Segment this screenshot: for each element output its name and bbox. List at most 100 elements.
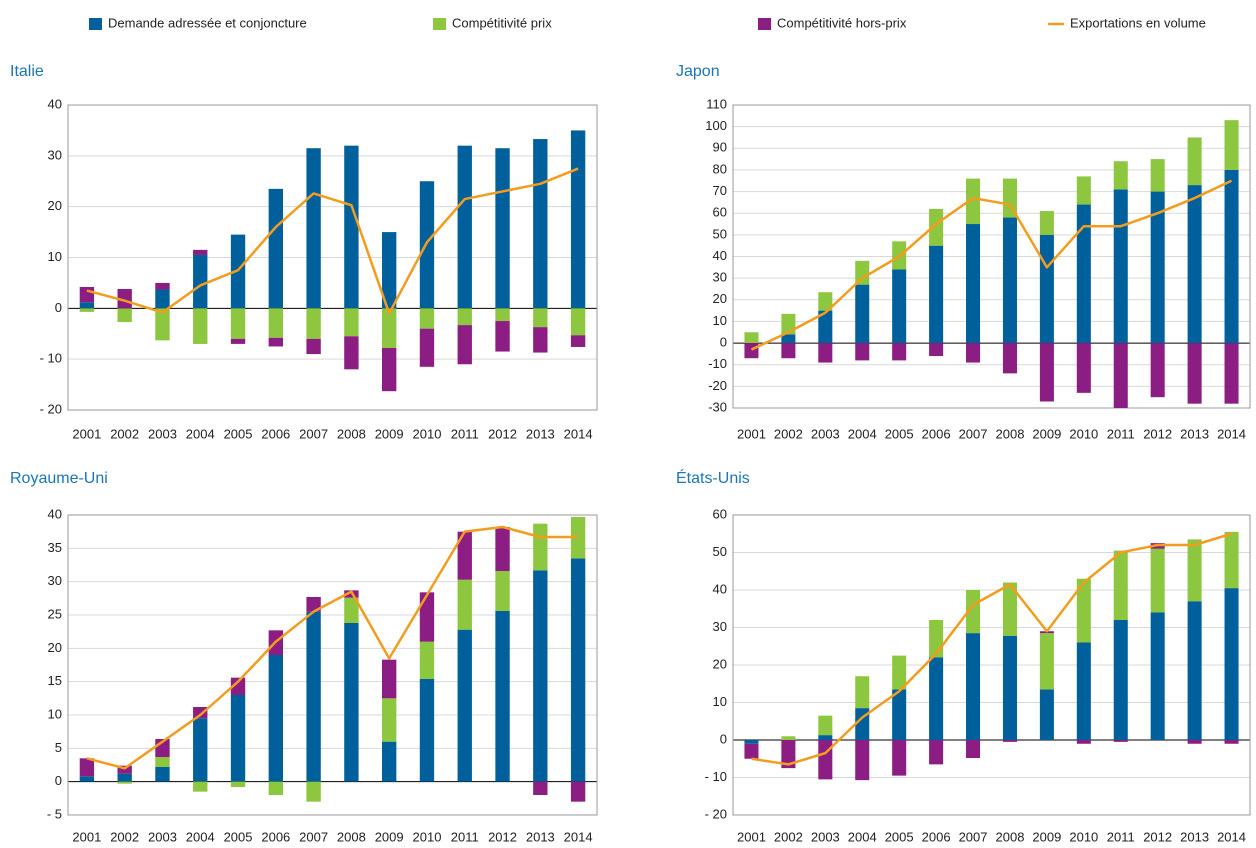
y-tick-label: 50 (713, 544, 727, 559)
x-tick-label: 2007 (959, 426, 988, 441)
bar-segment (1187, 740, 1202, 744)
bar-segment (1187, 539, 1202, 602)
line-series (86, 167, 579, 315)
bar-segment (966, 740, 981, 758)
panel-title: Japon (676, 63, 720, 80)
bar-segment (818, 292, 833, 311)
bar-segment (570, 517, 586, 559)
bar-segment (1224, 343, 1239, 404)
x-tick-label: 2002 (110, 426, 139, 441)
bar-segment (306, 781, 321, 802)
bar-segment (1113, 343, 1128, 408)
x-tick-label: 2005 (224, 426, 253, 441)
bar-segment (1076, 176, 1091, 205)
bar-segment (855, 740, 870, 781)
bar-segment (79, 758, 95, 777)
y-tick-label: 30 (713, 270, 727, 285)
x-tick-label: 2005 (885, 829, 914, 844)
bar-segment (193, 718, 208, 782)
y-tick-label: 25 (48, 606, 62, 621)
y-tick-label: 40 (713, 581, 727, 596)
bar-segment (193, 254, 208, 309)
bar-segment (1076, 343, 1091, 393)
bar-segment (744, 332, 759, 344)
bar-segment (381, 308, 397, 348)
bar-segment (1039, 343, 1054, 402)
x-tick-label: 2014 (564, 426, 593, 441)
line-series (751, 532, 1232, 766)
x-tick-label: 2014 (1217, 829, 1246, 844)
x-tick-label: 2001 (737, 829, 766, 844)
bar-segment (155, 767, 170, 782)
x-tick-label: 2007 (959, 829, 988, 844)
y-tick-label: 20 (713, 291, 727, 306)
bar-segment (381, 659, 397, 699)
legend-label: Compétitivité hors-prix (777, 15, 907, 30)
bar-segment (1224, 169, 1239, 344)
x-tick-label: 2013 (1180, 426, 1209, 441)
bar-segment (457, 145, 472, 309)
bar-segment (1039, 689, 1054, 740)
bar-segment (79, 308, 95, 312)
x-tick-label: 2005 (224, 829, 253, 844)
x-tick-label: 2006 (261, 829, 290, 844)
bar-segment (1076, 740, 1091, 744)
bar-segment (306, 338, 321, 355)
bar-segment (155, 282, 170, 290)
bar-segment (570, 130, 586, 309)
bar-segment (744, 743, 759, 759)
bar-segment (744, 343, 759, 359)
bar-segment (117, 289, 132, 309)
bar-segment (966, 343, 981, 363)
plot-frame (732, 514, 1251, 816)
bar-segment (1076, 578, 1091, 643)
bar-segment (457, 579, 472, 630)
x-tick-label: 2006 (922, 426, 951, 441)
y-tick-label: - 20 (705, 806, 727, 821)
bar-segment (344, 597, 359, 623)
bar-segment (193, 707, 208, 719)
x-tick-label: 2004 (186, 829, 215, 844)
bar-segment (306, 611, 321, 782)
bar-segment (1224, 588, 1239, 740)
y-tick-label: 40 (48, 506, 62, 521)
bar-segment (892, 343, 907, 361)
bar-segment (419, 592, 435, 642)
x-tick-label: 2008 (996, 829, 1025, 844)
bar-segment (268, 337, 284, 347)
y-tick-label: 30 (48, 147, 62, 162)
y-tick-label: -30 (708, 399, 727, 414)
x-tick-label: 2009 (1032, 426, 1061, 441)
x-tick-label: 2007 (299, 426, 328, 441)
y-tick-label: 30 (48, 573, 62, 588)
line-series (86, 525, 579, 770)
bar-segment (818, 715, 833, 736)
x-tick-label: 2010 (413, 829, 442, 844)
bar-segment (268, 188, 284, 309)
bar-segment (1002, 635, 1017, 740)
x-tick-label: 2010 (1069, 829, 1098, 844)
bar-segment (1187, 601, 1202, 740)
plot-frame (67, 104, 598, 411)
bar-segment (1076, 642, 1091, 740)
legend-label: Compétitivité prix (452, 15, 552, 30)
bar-segment (1002, 178, 1017, 218)
bar-segment (1076, 204, 1091, 344)
y-tick-label: 10 (713, 694, 727, 709)
bar-segment (892, 269, 907, 344)
bar-segment (855, 343, 870, 361)
bar-segment (306, 597, 321, 612)
bar-segment (533, 308, 548, 328)
bar-segment (929, 208, 944, 246)
bar-segment (495, 321, 510, 352)
bar-segment (117, 308, 132, 323)
y-tick-label: 0 (55, 773, 62, 788)
x-tick-label: 2013 (526, 426, 555, 441)
y-tick-label: 20 (713, 656, 727, 671)
y-tick-label: 35 (48, 540, 62, 555)
x-tick-label: 2012 (1143, 426, 1172, 441)
x-tick-label: 2005 (885, 426, 914, 441)
bar-segment (344, 336, 359, 370)
bar-segment (855, 284, 870, 344)
